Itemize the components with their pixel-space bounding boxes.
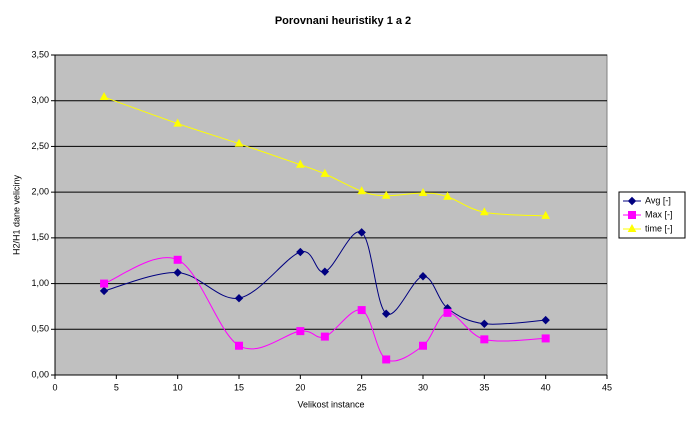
legend-marker: [627, 223, 637, 232]
marker: [234, 138, 244, 147]
marker: [99, 92, 109, 101]
marker: [320, 332, 329, 341]
legend-label: Avg [-]: [645, 195, 671, 205]
x-tick-label: 20: [295, 382, 305, 392]
y-tick-label: 1,50: [31, 232, 49, 242]
marker: [296, 327, 305, 336]
x-tick-label: 15: [234, 382, 244, 392]
marker: [357, 228, 366, 237]
x-tick-label: 10: [173, 382, 183, 392]
marker: [541, 334, 550, 343]
series-layer: [99, 92, 551, 364]
x-tick-label: 45: [602, 382, 612, 392]
marker: [381, 309, 391, 318]
series-line: [103, 257, 546, 362]
y-tick-label: 0,00: [31, 369, 49, 379]
x-tick-label: 25: [357, 382, 367, 392]
marker: [320, 267, 330, 276]
marker: [99, 286, 109, 296]
y-tick-label: 0,50: [31, 324, 49, 334]
x-tick-label: 5: [114, 382, 119, 392]
marker: [173, 255, 182, 264]
legend-label: Max [-]: [645, 209, 673, 219]
y-tick-label: 3,50: [31, 49, 49, 59]
marker: [234, 293, 244, 303]
marker: [295, 159, 305, 168]
marker: [541, 210, 551, 219]
x-tick-label: 0: [52, 382, 57, 392]
marker: [296, 247, 305, 257]
marker: [100, 279, 109, 288]
legend-marker: [628, 211, 636, 219]
x-axis-label: Velikost instance: [297, 399, 364, 409]
y-tick-label: 2,50: [31, 141, 49, 151]
marker: [480, 319, 489, 329]
marker: [235, 341, 243, 350]
marker: [357, 186, 367, 195]
marker: [541, 315, 550, 325]
marker: [419, 341, 427, 350]
y-tick-label: 2,00: [31, 187, 49, 197]
marker: [418, 188, 428, 197]
marker: [479, 207, 489, 216]
legend-label: time [-]: [645, 223, 673, 233]
marker: [443, 308, 452, 317]
marker: [382, 355, 391, 364]
y-axis-label: H2/H1 dane veliciny: [11, 174, 21, 255]
x-tick-label: 35: [479, 382, 489, 392]
marker: [173, 118, 183, 127]
marker: [443, 191, 452, 200]
chart-title: Porovnani heuristiky 1 a 2: [275, 15, 411, 27]
marker: [381, 190, 391, 199]
y-tick-label: 1,00: [31, 278, 49, 288]
x-tick-label: 40: [541, 382, 551, 392]
marker: [480, 335, 489, 344]
x-tick-label: 30: [418, 382, 428, 392]
marker: [357, 306, 366, 315]
legend-marker: [627, 196, 637, 206]
marker: [418, 272, 428, 281]
y-tick-label: 3,00: [31, 95, 49, 105]
marker: [320, 168, 330, 177]
marker: [173, 268, 182, 277]
